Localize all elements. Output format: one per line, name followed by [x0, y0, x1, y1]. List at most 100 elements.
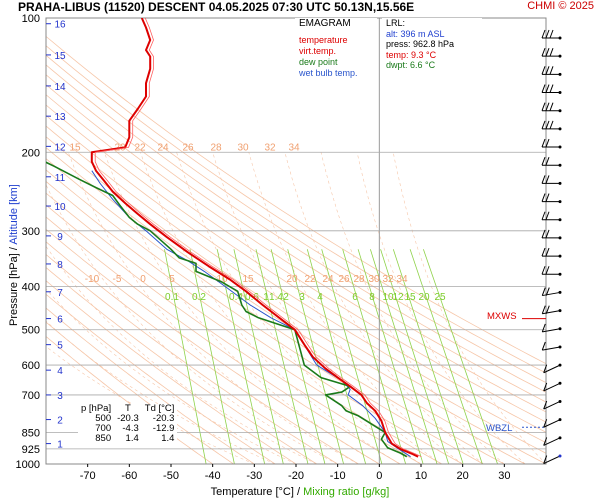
- dry-adiabat-label: -5: [113, 274, 122, 285]
- dry-adiabat-label: 15: [242, 274, 254, 285]
- dry-adiabat-label: 32: [382, 274, 394, 285]
- lrl-title: LRL:: [386, 18, 406, 28]
- dry-adiabat-label: 10: [216, 274, 228, 285]
- wind-barb-dot: [558, 127, 562, 131]
- dry-adiabat-label: 28: [353, 274, 365, 285]
- wind-barb-flag: [541, 287, 546, 296]
- dry-adiabat-label: 30: [368, 274, 380, 285]
- dry-adiabat-line: [46, 74, 546, 403]
- altitude-tick-label: 3: [57, 391, 63, 402]
- y-tick-label: 600: [22, 360, 40, 372]
- level-table: p [hPa] T Td [°C] 500 -20.3 -20.3 700 -4…: [78, 403, 178, 444]
- dry-adiabat-line: [46, 280, 297, 464]
- wind-barb-dot: [558, 290, 562, 294]
- wind-barb: [541, 175, 562, 185]
- wind-barb-flag: [541, 84, 546, 93]
- y-tick-label: 100: [22, 13, 40, 25]
- wind-barb-flag: [541, 193, 546, 202]
- wind-barb-dot: [558, 91, 562, 95]
- wind-barb-flag: [545, 138, 550, 148]
- mixing-ratio-label: 0.1: [165, 292, 179, 303]
- mixing-ratio-label: 6: [352, 292, 358, 303]
- mixing-ratio-line: [357, 249, 424, 464]
- dry-adiabat-line: [46, 125, 546, 454]
- wind-barb-flag: [545, 175, 550, 184]
- wind-barb-flag: [545, 305, 550, 314]
- chart-title: PRAHA-LIBUS (11520) DESCENT 04.05.2025 0…: [18, 0, 415, 14]
- wind-barb-flag: [541, 138, 546, 148]
- wind-barb-flag: [541, 266, 546, 275]
- x-tick-label: -70: [80, 470, 96, 482]
- wind-barb-flag: [545, 29, 550, 39]
- wind-barb-flag: [549, 102, 554, 111]
- altitude-tick-label: 2: [57, 416, 63, 427]
- altitude-tick-label: 7: [57, 288, 63, 299]
- mixing-ratio-label: 0.2: [192, 292, 206, 303]
- wind-barb-flag: [541, 305, 546, 314]
- table-header-pressure: p [hPa]: [81, 403, 112, 414]
- mixing-ratio-line: [233, 249, 284, 464]
- y-tick-label: 300: [22, 226, 40, 238]
- wind-barb-dot: [558, 163, 562, 167]
- x-tick-label: -30: [246, 470, 262, 482]
- moist-adiabat-line: [46, 288, 297, 464]
- legend-wet-bulb: wet bulb temp.: [299, 68, 358, 78]
- wind-barb-flag: [541, 211, 546, 220]
- y-tick-label: 400: [22, 282, 40, 294]
- wind-barb-flag: [549, 29, 554, 39]
- dry-adiabat-label: 28: [210, 142, 222, 153]
- wind-barb-flag: [541, 29, 546, 39]
- dry-adiabat-line: [46, 94, 546, 423]
- table-cell: -12.9: [152, 423, 175, 434]
- dry-adiabat-label: 26: [338, 274, 350, 285]
- mixing-ratio-label: 1: [263, 292, 269, 303]
- wind-barb-dot: [558, 272, 562, 276]
- wind-barb-dot: [558, 181, 562, 185]
- moist-adiabat-line: [392, 152, 546, 464]
- wind-barb-staff: [543, 364, 561, 374]
- wind-barb-dot: [558, 381, 562, 385]
- mixing-ratio-label: 0.4: [229, 292, 243, 303]
- dry-adiabat-line: [46, 54, 546, 384]
- wind-barb: [543, 399, 562, 410]
- y-tick-label: 850: [22, 428, 40, 440]
- moist-adiabat-line: [320, 152, 505, 464]
- altitude-tick-label: 16: [54, 20, 66, 31]
- wind-barb-staff: [543, 437, 561, 446]
- x-axis-mixing-label: Mixing ratio [g/kg]: [303, 486, 390, 498]
- mixing-ratio-label: 4: [317, 292, 323, 303]
- copyright-label: CHMI © 2025: [527, 0, 594, 12]
- dry-adiabat-line: [46, 114, 546, 444]
- dry-adiabat-label: -10: [85, 274, 100, 285]
- wind-barb: [543, 363, 562, 374]
- mixing-ratio-label: 1.4: [269, 292, 283, 303]
- mixing-ratio-line: [380, 249, 450, 464]
- wind-barb-flag: [545, 66, 550, 75]
- dry-adiabat-label: 34: [396, 274, 408, 285]
- wind-barb-staff: [542, 310, 561, 315]
- y-tick-label: 700: [22, 390, 40, 402]
- wind-barb-flag: [543, 364, 548, 373]
- wind-barb-flag: [545, 84, 550, 93]
- legend-temperature: temperature: [299, 35, 348, 45]
- wind-barb-dot: [558, 399, 562, 403]
- wind-barb-dot: [558, 236, 562, 240]
- y-tick-label: 1000: [16, 459, 40, 471]
- series-line-virt-temp: [94, 18, 422, 458]
- mixing-ratio-line: [306, 249, 367, 464]
- wind-barb-flag: [549, 47, 554, 57]
- table-cell: -4.3: [122, 423, 139, 434]
- wind-barb: [541, 102, 562, 113]
- wind-barb: [543, 454, 562, 465]
- y-axis-label: Pressure [hPa] / Altitude [km]: [8, 184, 20, 326]
- x-tick-label: 30: [498, 470, 510, 482]
- legend-dew-point: dew point: [299, 57, 338, 67]
- altitude-tick-label: 14: [54, 82, 66, 93]
- table-row: 850 1.4 1.4: [78, 434, 177, 444]
- wind-barb-flag: [549, 66, 554, 75]
- dry-adiabat-label: 22: [134, 142, 146, 153]
- wind-barb-flag: [545, 102, 550, 111]
- wind-barb-dot: [558, 454, 562, 458]
- wind-barb: [541, 341, 562, 351]
- x-tick-label: 10: [415, 470, 427, 482]
